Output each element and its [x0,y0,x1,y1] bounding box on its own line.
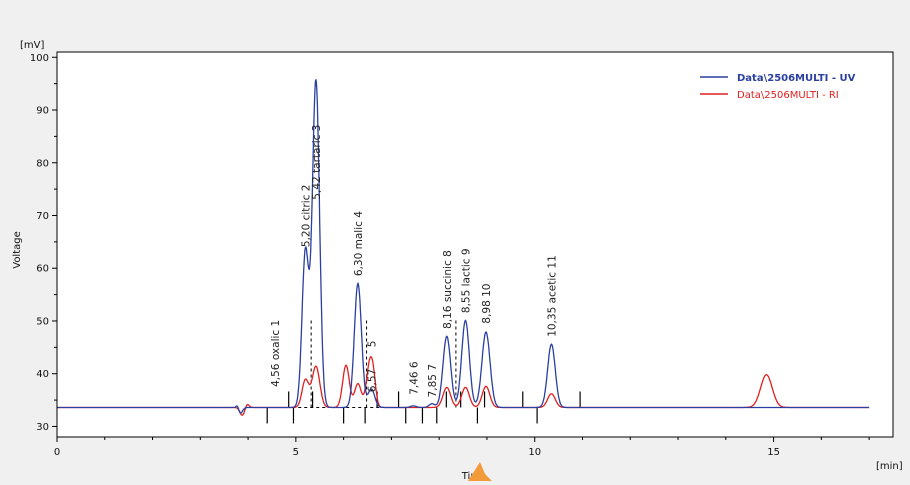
peak-label: 8,16 succinic 8 [442,250,454,329]
y-tick-label: 40 [36,369,49,380]
y-tick-label: 70 [36,211,49,222]
cursor-pointer-icon [468,462,492,481]
axis-layer: 30 40 50 60 70 80 90 100 0 5 10 15 [30,53,870,458]
peak-label-layer: 4,56 oxalic 1 5,20 citric 25,42 tartaric … [270,125,559,398]
series-line [57,79,870,414]
plot-area [57,52,893,437]
peak-label: 10,35 acetic 11 [546,255,558,337]
legend-entry: Data\2506MULTI - RI [737,90,839,101]
x-unit-label: [min] [876,461,903,472]
series-layer [57,79,870,416]
legend: Data\2506MULTI - UV Data\2506MULTI - RI [700,73,856,101]
x-tick-label: 5 [293,447,299,458]
y-tick-label: 50 [36,316,49,327]
marker-layer [266,317,581,424]
peak-label: 5,20 citric 2 [300,185,312,248]
peak-label: 5 [366,341,378,348]
y-tick-label: 30 [36,422,49,433]
y-tick-label: 100 [30,53,49,64]
peak-label: 7,46 6 [408,361,420,395]
peak-label: 7,85 7 [427,364,439,397]
peak-label: 6,57 [366,369,378,392]
peak-label: 8,55 lactic 9 [460,248,472,313]
y-unit-label: [mV] [20,40,44,51]
peak-label: 8,98 10 [481,284,493,324]
peak-label: 5,42 tartaric 3 [311,125,323,200]
y-tick-label: 90 [36,106,49,117]
legend-entry: Data\2506MULTI - UV [737,73,856,84]
x-tick-label: 10 [528,447,541,458]
peak-label: 4,56 oxalic 1 [270,320,282,387]
plot-frame [56,51,894,438]
peak-label: 6,30 malic 4 [353,211,365,276]
y-axis-title: Voltage [12,231,23,269]
y-tick-label: 80 [36,158,49,169]
y-tick-label: 60 [36,264,49,275]
x-tick-label: 0 [54,447,60,458]
x-tick-label: 15 [767,447,780,458]
